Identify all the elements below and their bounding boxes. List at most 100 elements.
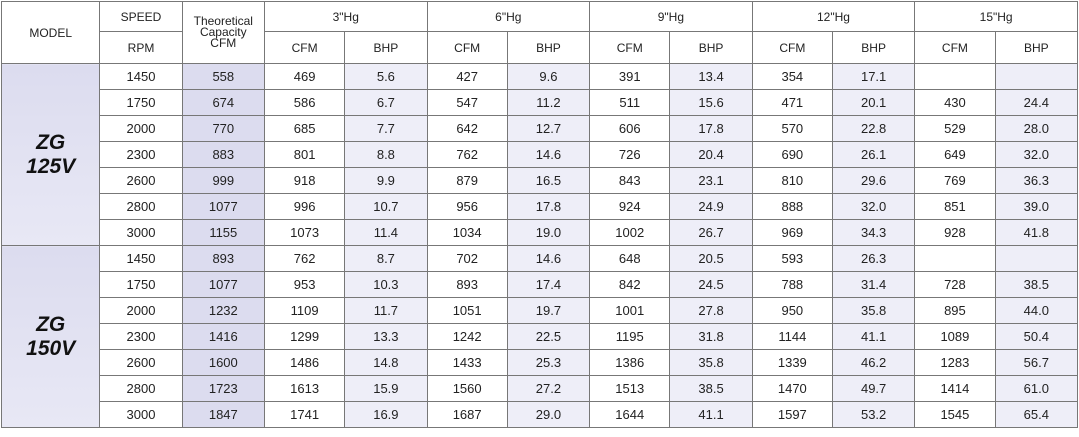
rpm-cell: 1750 bbox=[99, 89, 183, 116]
cfm-cell: 956 bbox=[426, 193, 508, 220]
bhp-cell: 56.7 bbox=[994, 349, 1079, 376]
bhp-cell: 32.0 bbox=[831, 193, 916, 220]
cfm-cell: 391 bbox=[589, 63, 671, 90]
cfm-cell: 1034 bbox=[426, 219, 508, 246]
bhp-cell: 35.8 bbox=[831, 297, 916, 324]
bhp-cell: 41.1 bbox=[669, 401, 753, 428]
cfm-cell: 879 bbox=[426, 167, 508, 194]
cfm-cell: 762 bbox=[426, 141, 508, 168]
cfm-cell: 762 bbox=[263, 245, 346, 272]
bhp-cell: 23.1 bbox=[669, 167, 753, 194]
bhp-cell: 8.7 bbox=[344, 245, 428, 272]
cfm-cell: 1051 bbox=[426, 297, 508, 324]
bhp-cell: 17.4 bbox=[506, 271, 591, 298]
bhp-header: BHP bbox=[994, 31, 1079, 64]
bhp-cell: 14.6 bbox=[506, 245, 591, 272]
data-row: 2800 1077 996 10.7 956 17.8 924 24.9 888 32.0 851 3… bbox=[2, 193, 1079, 220]
bhp-cell: 29.0 bbox=[506, 401, 591, 428]
data-row: 3000 1155 1073 11.4 1034 19.0 1002 26.7 969 34.3 9… bbox=[2, 219, 1079, 246]
theo-cell: 1723 bbox=[181, 375, 265, 402]
vacuum-header: 15"Hg bbox=[914, 1, 1078, 32]
vacuum-header: 9"Hg bbox=[589, 1, 753, 32]
bhp-cell: 20.4 bbox=[669, 141, 753, 168]
cfm-cell: 1144 bbox=[751, 323, 833, 350]
bhp-cell: 10.3 bbox=[344, 271, 428, 298]
bhp-cell: 13.4 bbox=[669, 63, 753, 90]
cfm-cell: 586 bbox=[263, 89, 346, 116]
bhp-cell: 16.9 bbox=[344, 401, 428, 428]
cfm-cell: 547 bbox=[426, 89, 508, 116]
cfm-cell: 851 bbox=[914, 193, 996, 220]
cfm-cell: 1613 bbox=[263, 375, 346, 402]
bhp-cell: 17.1 bbox=[831, 63, 916, 90]
cfm-cell: 1109 bbox=[263, 297, 346, 324]
data-row: 2800 1723 1613 15.9 1560 27.2 1513 38.5 1470 49.7… bbox=[2, 375, 1079, 402]
bhp-cell: 28.0 bbox=[994, 115, 1079, 142]
rpm-cell: 2800 bbox=[99, 193, 183, 220]
cfm-cell: 685 bbox=[263, 115, 346, 142]
bhp-cell: 31.4 bbox=[831, 271, 916, 298]
cfm-cell: 1089 bbox=[914, 323, 996, 350]
theo-cell: 893 bbox=[181, 245, 265, 272]
cfm-cell: 1002 bbox=[589, 219, 671, 246]
header-row: MODEL SPEED Theoretical Capacity CFM 3"H… bbox=[0, 1, 1078, 64]
theo-cell: 558 bbox=[181, 63, 265, 90]
bhp-cell: 22.8 bbox=[831, 115, 916, 142]
bhp-cell: 19.0 bbox=[506, 219, 591, 246]
data-row: 1750 674 586 6.7 547 11.2 511 15.6 471 20.1 430 24.… bbox=[2, 89, 1079, 116]
data-row: 2000 1232 1109 11.7 1051 19.7 1001 27.8 950 35.8 8… bbox=[2, 297, 1079, 324]
cfm-cell: 427 bbox=[426, 63, 508, 90]
cfm-cell: 1687 bbox=[426, 401, 508, 428]
cfm-cell: 648 bbox=[589, 245, 671, 272]
table-body: ZG 125V 1450 558 469 5.6 427 9.6 391 13.4 354 17.1… bbox=[0, 63, 1079, 428]
bhp-cell: 17.8 bbox=[669, 115, 753, 142]
header-row: RPM CFM BHP CFM BHP CFM BHP CFM BHP CFM BHP bbox=[2, 31, 1079, 64]
cfm-cell: 928 bbox=[914, 219, 996, 246]
bhp-cell: 38.5 bbox=[669, 375, 753, 402]
cfm-cell: 888 bbox=[751, 193, 833, 220]
bhp-cell: 24.5 bbox=[669, 271, 753, 298]
theo-cell: 999 bbox=[181, 167, 265, 194]
model-header: MODEL bbox=[0, 1, 101, 64]
bhp-cell: 39.0 bbox=[994, 193, 1079, 220]
bhp-cell: 36.3 bbox=[994, 167, 1079, 194]
bhp-cell: 20.5 bbox=[669, 245, 753, 272]
cfm-cell: 1545 bbox=[914, 401, 996, 428]
vacuum-header: 6"Hg bbox=[426, 1, 591, 32]
bhp-cell: 31.8 bbox=[669, 323, 753, 350]
rpm-cell: 1750 bbox=[99, 271, 183, 298]
theo-cell: 1600 bbox=[181, 349, 265, 376]
cfm-cell: 649 bbox=[914, 141, 996, 168]
cfm-cell: 728 bbox=[914, 271, 996, 298]
bhp-cell: 6.7 bbox=[344, 89, 428, 116]
cfm-cell: 918 bbox=[263, 167, 346, 194]
bhp-cell: 29.6 bbox=[831, 167, 916, 194]
bhp-header: BHP bbox=[669, 31, 753, 64]
cfm-cell: 1741 bbox=[263, 401, 346, 428]
bhp-cell: 27.2 bbox=[506, 375, 591, 402]
bhp-cell: 26.1 bbox=[831, 141, 916, 168]
rpm-cell: 3000 bbox=[99, 401, 183, 428]
rpm-header: RPM bbox=[99, 31, 183, 64]
cfm-cell: 1560 bbox=[426, 375, 508, 402]
bhp-cell: 61.0 bbox=[994, 375, 1079, 402]
cfm-cell: 529 bbox=[914, 115, 996, 142]
cfm-cell: 953 bbox=[263, 271, 346, 298]
cfm-header: CFM bbox=[263, 31, 346, 64]
cfm-cell: 471 bbox=[751, 89, 833, 116]
bhp-cell: 20.1 bbox=[831, 89, 916, 116]
data-row: 3000 1847 1741 16.9 1687 29.0 1644 41.1 1597 53.2… bbox=[2, 401, 1079, 428]
bhp-cell: 9.6 bbox=[506, 63, 591, 90]
theo-cell: 1155 bbox=[181, 219, 265, 246]
cfm-cell: 1414 bbox=[914, 375, 996, 402]
speed-header: SPEED bbox=[99, 1, 183, 32]
bhp-cell: 53.2 bbox=[831, 401, 916, 428]
cfm-cell: 1470 bbox=[751, 375, 833, 402]
data-row: 2300 883 801 8.8 762 14.6 726 20.4 690 26.1 649 32.… bbox=[2, 141, 1079, 168]
rpm-cell: 2600 bbox=[99, 349, 183, 376]
cfm-cell: 893 bbox=[426, 271, 508, 298]
bhp-cell: 44.0 bbox=[994, 297, 1079, 324]
cfm-cell: 1195 bbox=[589, 323, 671, 350]
cfm-header: CFM bbox=[751, 31, 833, 64]
cfm-cell: 969 bbox=[751, 219, 833, 246]
